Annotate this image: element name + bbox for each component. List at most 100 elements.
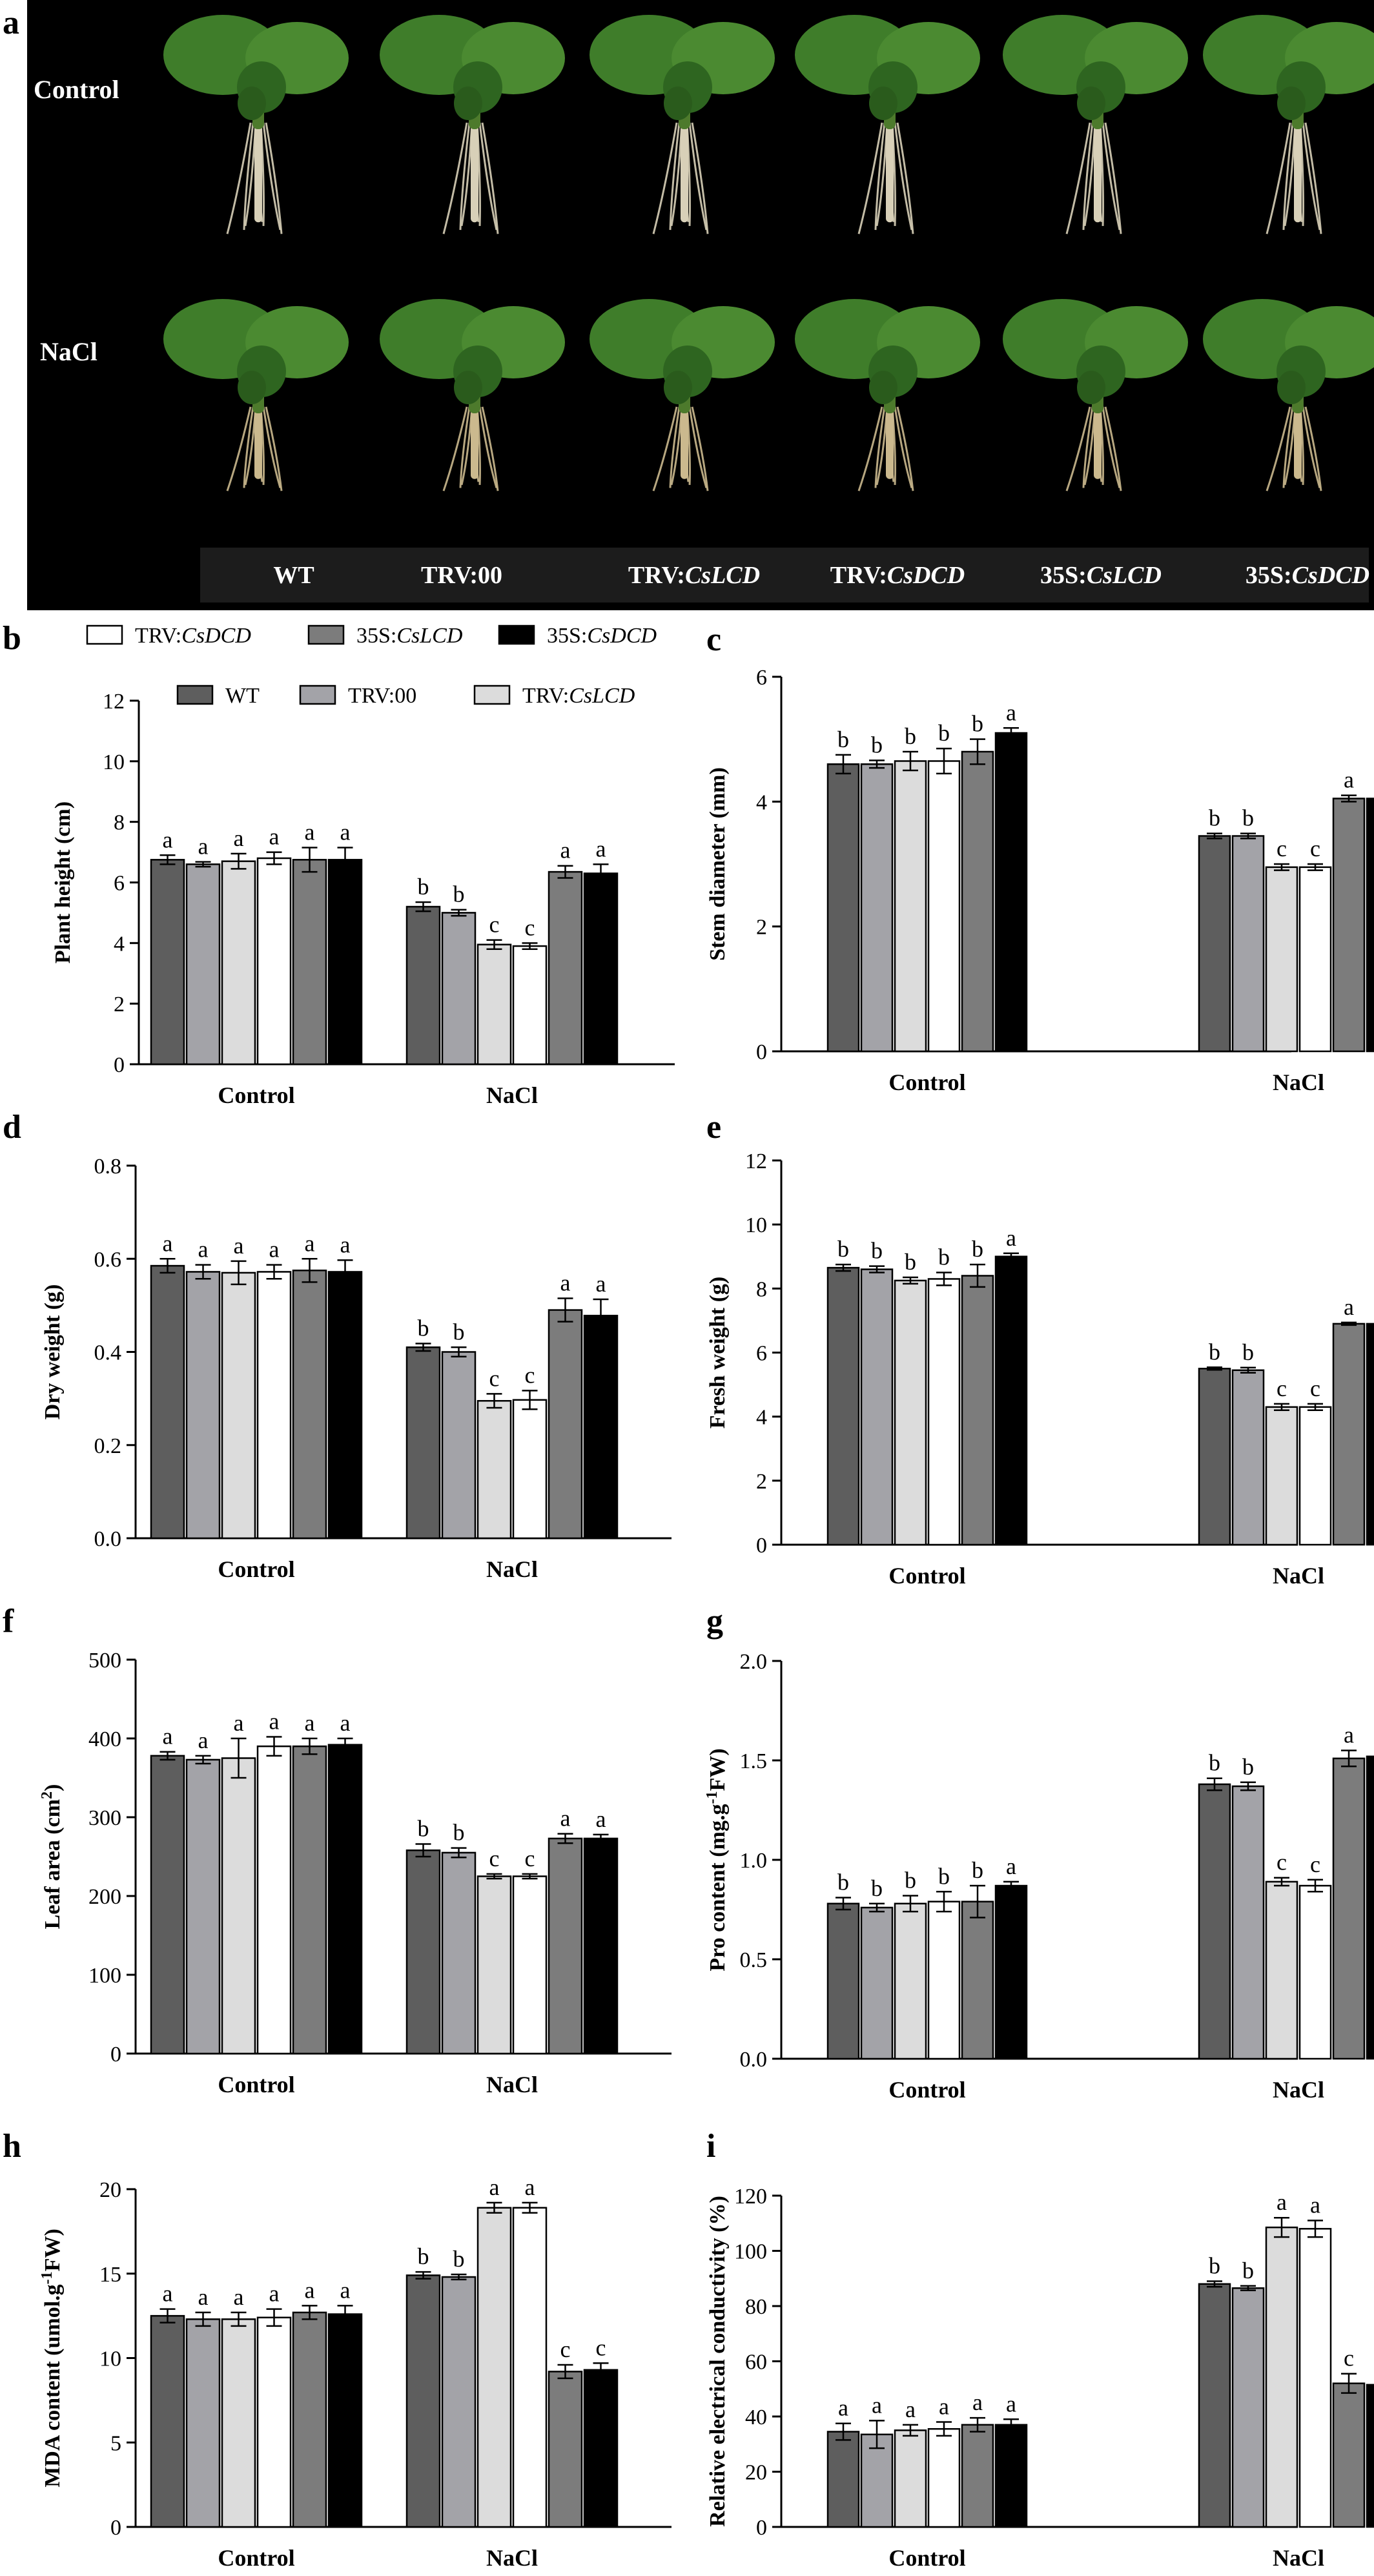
legend: WT TRV:00 TRV:CsLCD TRV:CsDCD 35S:CsLCD 35S:C…: [86, 624, 657, 708]
significance-letter: a: [560, 1270, 571, 1296]
y-axis-label: Stem diameter (mm): [706, 767, 730, 961]
y-tick-label: 0: [110, 2043, 121, 2066]
significance-letter: b: [1209, 1750, 1220, 1776]
bar-S35DCD-Control: [327, 1744, 363, 2055]
significance-letter: b: [905, 1249, 916, 1275]
significance-letter: a: [872, 2392, 882, 2418]
seedling-photo: [1203, 299, 1374, 491]
significance-letter: a: [489, 2174, 500, 2200]
significance-letter: a: [305, 2277, 315, 2303]
significance-letter: a: [1006, 1853, 1016, 1879]
bar-S35LCD-NaCl: [1332, 2382, 1366, 2528]
seedling-photo: [380, 299, 565, 491]
legend-swatch-WT: [176, 685, 214, 705]
y-tick-label: 1.5: [740, 1749, 768, 1773]
panel-letter-e: e: [706, 1109, 721, 1146]
x-category-label: NaCl: [1273, 2545, 1324, 2571]
bar-TRVLCD-NaCl: [1265, 866, 1298, 1053]
y-tick-label: 500: [88, 1649, 121, 1673]
y-tick-label: 100: [734, 2240, 767, 2264]
seedling-photo: [1003, 299, 1188, 491]
panel-letter-b: b: [3, 620, 21, 657]
bar-TRVDCD-NaCl: [1298, 866, 1332, 1053]
seedling-photo: [1003, 15, 1188, 234]
y-tick-label: 4: [114, 932, 125, 956]
y-tick-label: 0.5: [740, 1948, 768, 1972]
y-tick-label: 6: [114, 872, 125, 896]
genotype-label: TRV:CsLCD: [628, 562, 760, 589]
bar-S35LCD-NaCl: [548, 1837, 583, 2055]
bar-S35LCD-NaCl: [1332, 1757, 1366, 2060]
significance-letter: c: [489, 912, 500, 938]
y-axis-label: Plant height (cm): [51, 801, 75, 963]
panel-letter-c: c: [706, 621, 721, 658]
significance-letter: b: [938, 1244, 950, 1270]
significance-letter: a: [340, 1710, 351, 1736]
significance-letter: a: [269, 1237, 280, 1262]
significance-letter: b: [972, 711, 983, 737]
y-axis-label: Relative electrical conductivity (%): [706, 2196, 730, 2527]
y-tick-label: 2: [756, 1470, 767, 1494]
bar-TRV00-Control: [860, 1906, 894, 2060]
bar-S35LCD-Control: [961, 2424, 994, 2528]
y-tick-label: 1.0: [740, 1849, 768, 1873]
significance-letter: b: [418, 1315, 429, 1341]
y-tick-label: 0: [110, 2516, 121, 2540]
legend-label-TRVLCD: TRV:CsLCD: [522, 684, 635, 708]
bar-TRVLCD-Control: [221, 2318, 256, 2528]
panel-letter-g: g: [706, 1603, 723, 1640]
y-tick-label: 0.6: [94, 1248, 122, 1272]
y-tick-label: 4: [756, 790, 767, 814]
significance-letter: c: [525, 1362, 535, 1388]
bar-TRVLCD-Control: [894, 1279, 927, 1546]
significance-letter: b: [453, 881, 465, 907]
bar-WT-Control: [826, 1266, 860, 1546]
y-axis-label: MDA content (umol.g-1FW): [39, 2229, 65, 2488]
bar-TRVLCD-Control: [221, 1757, 256, 2055]
y-tick-label: 4: [756, 1406, 767, 1430]
seedling-photo: [795, 15, 980, 234]
significance-letter: b: [871, 732, 883, 758]
bar-WT-Control: [826, 763, 860, 1053]
significance-letter: c: [560, 2336, 571, 2362]
significance-letter: a: [163, 1230, 173, 1256]
bar-S35DCD-Control: [994, 2424, 1028, 2528]
significance-letter: b: [972, 1857, 983, 1883]
bar-TRVLCD-Control: [221, 860, 256, 1066]
significance-letter: a: [340, 1231, 351, 1257]
panel-letter-a: a: [3, 5, 19, 41]
y-tick-label: 120: [734, 2185, 767, 2209]
y-tick-label: 0: [114, 1053, 125, 1077]
significance-letter: a: [269, 2281, 280, 2307]
bar-TRV00-Control: [860, 763, 894, 1053]
significance-letter: b: [938, 720, 950, 746]
bar-S35DCD-NaCl: [1366, 2384, 1374, 2528]
y-tick-label: 20: [99, 2178, 121, 2202]
y-tick-label: 0: [756, 2516, 767, 2540]
bar-WT-Control: [150, 1755, 185, 2055]
significance-letter: a: [1344, 1722, 1354, 1748]
significance-letter: b: [871, 1238, 883, 1264]
legend-label-TRVDCD: TRV:CsDCD: [135, 624, 251, 648]
significance-letter: a: [1310, 2192, 1320, 2218]
y-tick-label: 2: [114, 993, 125, 1016]
significance-letter: a: [560, 838, 571, 863]
genotype-label: WT: [273, 562, 314, 589]
y-tick-label: 0.4: [94, 1341, 122, 1365]
bar-TRVDCD-NaCl: [512, 2207, 548, 2528]
y-tick-label: 0.2: [94, 1434, 122, 1458]
significance-letter: a: [1344, 767, 1354, 793]
x-category-label: Control: [218, 1556, 294, 1582]
bar-TRV00-NaCl: [441, 2276, 477, 2528]
significance-letter: b: [837, 1870, 849, 1895]
x-category-label: Control: [218, 2072, 294, 2097]
y-tick-label: 12: [745, 1149, 767, 1173]
bar-TRVDCD-Control: [927, 1901, 961, 2060]
bar-WT-NaCl: [1198, 1368, 1231, 1546]
bar-WT-NaCl: [405, 1849, 441, 2055]
